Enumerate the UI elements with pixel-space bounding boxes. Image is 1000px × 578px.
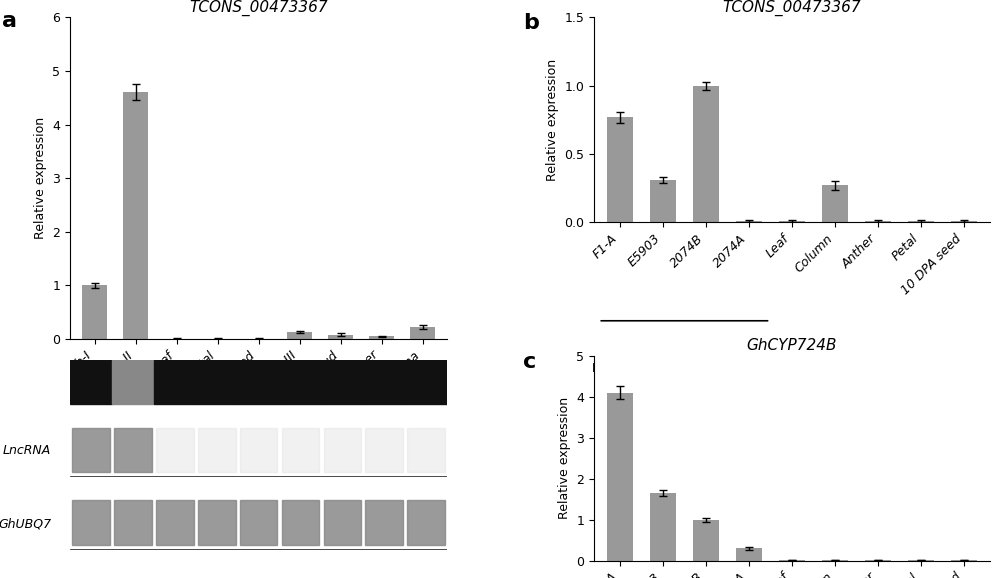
Bar — [324, 428, 361, 472]
Bar — [407, 428, 445, 472]
Bar — [693, 86, 719, 223]
Bar — [365, 501, 403, 544]
Y-axis label: Relative expression: Relative expression — [34, 117, 47, 239]
Title: GhCYP724B: GhCYP724B — [747, 338, 837, 353]
Bar — [365, 428, 403, 472]
Bar — [779, 221, 805, 223]
Bar — [363, 360, 405, 404]
Bar — [112, 360, 154, 404]
Bar — [410, 327, 435, 339]
Bar — [287, 332, 312, 339]
Bar — [198, 501, 236, 544]
Bar — [123, 92, 148, 339]
Bar — [736, 549, 762, 561]
Bar — [328, 335, 353, 339]
Bar — [822, 186, 848, 223]
Bar — [321, 360, 363, 404]
Text: GhUBQ7: GhUBQ7 — [0, 518, 51, 531]
Bar — [650, 493, 676, 561]
Bar — [282, 501, 319, 544]
Bar — [607, 392, 633, 561]
Bar — [198, 428, 236, 472]
Bar — [736, 221, 762, 223]
Bar — [693, 520, 719, 561]
Bar — [650, 180, 676, 223]
Bar — [324, 501, 361, 544]
Y-axis label: Relative expression: Relative expression — [546, 59, 559, 181]
Bar — [154, 360, 196, 404]
Title: TCONS_00473367: TCONS_00473367 — [723, 0, 861, 16]
Title: TCONS_00473367: TCONS_00473367 — [189, 0, 328, 16]
Bar — [908, 221, 934, 223]
Y-axis label: Relative expression: Relative expression — [558, 397, 571, 519]
Bar — [114, 501, 152, 544]
Text: b: b — [523, 13, 539, 34]
Text: c: c — [523, 351, 536, 372]
Bar — [407, 501, 445, 544]
Bar — [72, 501, 110, 544]
Text: LncRNA: LncRNA — [3, 444, 51, 457]
Text: a: a — [2, 11, 17, 31]
Bar — [282, 428, 319, 472]
Bar — [72, 428, 110, 472]
Bar — [70, 360, 112, 404]
Bar — [607, 117, 633, 223]
Bar — [240, 501, 277, 544]
Bar — [240, 428, 277, 472]
Text: Flower bud during stage II: Flower bud during stage II — [592, 362, 777, 375]
Bar — [114, 428, 152, 472]
Bar — [238, 360, 280, 404]
Bar — [82, 286, 107, 339]
Bar — [405, 360, 447, 404]
Bar — [369, 336, 394, 339]
Bar — [865, 221, 891, 223]
Bar — [156, 501, 194, 544]
Bar — [951, 221, 977, 223]
Bar — [196, 360, 238, 404]
Bar — [280, 360, 321, 404]
Bar — [156, 428, 194, 472]
